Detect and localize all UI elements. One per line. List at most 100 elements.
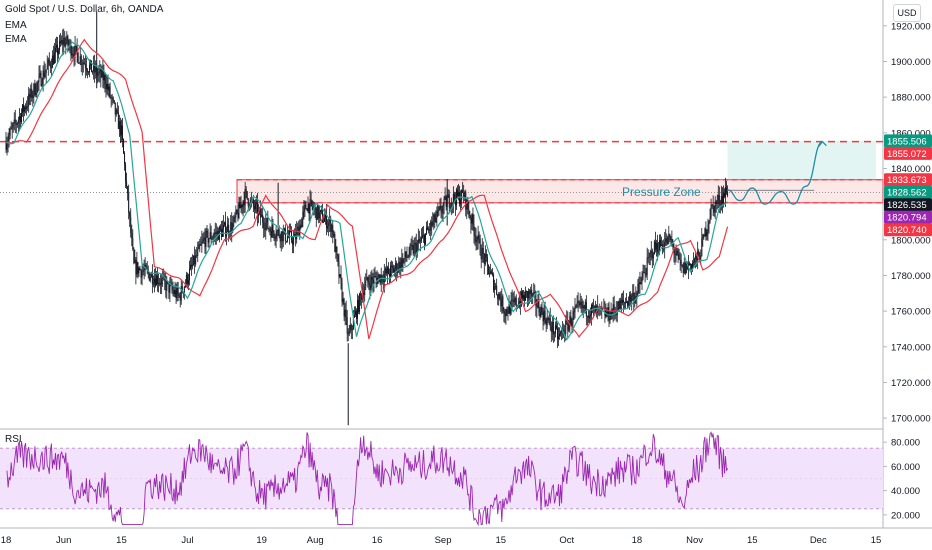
candle-body [33,84,35,95]
candle-body [279,236,281,242]
candle-body [174,290,176,295]
candle-body [246,191,248,199]
candle-body [506,309,508,313]
candle-body [646,257,648,275]
candle-body [229,233,231,235]
candle-body [230,222,232,234]
candle-body [578,301,580,303]
candle-body [503,311,505,314]
candle-body [368,282,370,285]
ema-label-1[interactable]: EMA [5,20,27,31]
candle-body [346,317,348,334]
candle-body [11,127,13,129]
price-tag[interactable] [884,223,932,237]
candle-body [115,109,117,115]
candle-body [125,164,127,182]
candle-body [278,229,280,237]
candle-body [723,192,725,197]
ema-label-2[interactable]: EMA [5,34,27,45]
candle-body [674,253,676,255]
candle-body [310,199,312,201]
ema-slow-line[interactable] [5,38,729,340]
price-tag[interactable] [884,173,932,187]
candle-body [42,70,44,85]
candle-body [493,274,495,291]
candle-body [334,234,336,252]
candle-body [15,123,17,125]
candle-body [495,285,497,287]
candle-body [485,253,487,257]
projection-path[interactable] [727,141,823,205]
candle-body [429,229,431,231]
candle-body [511,299,513,301]
candle-body [463,192,465,198]
candle-body [219,226,221,229]
price-tick-label: 1720.000 [891,378,931,389]
candle-body [492,272,494,275]
projection-arrowhead [817,140,827,148]
candle-body [108,86,110,91]
price-tag[interactable] [884,185,932,199]
candle-body [332,224,334,237]
candle-body [203,237,205,240]
chart-title: Gold Spot / U.S. Dollar, 6h, OANDA [5,4,164,15]
ema-fast-line[interactable] [5,41,728,341]
candle-body [267,218,269,229]
candle-body [461,189,463,201]
candle-body [299,224,301,236]
candle-body [275,236,277,239]
candle-body [414,242,416,245]
candle-body [642,272,644,278]
candle-body [175,290,177,299]
candle-body [507,312,509,314]
candle-body [518,301,520,307]
candle-body [104,74,106,85]
rsi-line[interactable] [6,431,729,527]
candle-body [411,245,413,247]
candle-body [223,224,224,229]
rsi-label[interactable]: RSI [5,434,22,445]
candle-body [218,226,220,240]
time-tick-label: Jul [181,535,193,546]
candle-body [683,262,685,273]
candle-body [116,109,118,113]
pressure-zone[interactable] [236,179,884,204]
price-tag[interactable] [884,198,932,212]
candle-body [434,214,436,223]
candle-body [49,63,51,67]
candle-body [419,240,421,242]
currency-button[interactable]: USD [893,4,921,22]
candle-body [440,206,442,213]
candle-body [19,115,21,123]
candle-body [107,83,109,91]
candle-body [65,42,67,47]
candle-body [92,71,94,73]
candle-body [224,222,226,225]
candle-body [396,263,398,273]
candle-body [400,258,402,270]
candle-body [620,300,622,304]
candle-body [425,233,427,245]
candle-body [166,281,168,291]
candle-body [66,36,68,43]
price-axis[interactable]: 1920.000 1900.000 1880.000 1860.000 1840.000… [883,21,932,521]
candle-body [51,55,53,68]
candle-body [47,59,49,66]
candle-body [283,228,285,232]
candle-body [25,107,27,109]
price-tick-label: 1920.000 [891,21,931,32]
candle-body [84,64,86,68]
candle-body [497,294,499,300]
candle-body [613,304,615,312]
candle-body [327,225,329,229]
price-tag[interactable] [884,210,932,224]
price-tag[interactable] [884,134,932,148]
candle-body [720,196,722,205]
candle-body [75,45,77,47]
candle-body [707,224,709,232]
candle-body [233,216,235,224]
time-axis[interactable]: 18 Jun 15 Jul 19 Aug 16 Sep 15 Oct 18 Nov 15 Dec 15 [1,535,882,546]
price-tag[interactable] [884,146,932,160]
candle-body [296,230,298,240]
